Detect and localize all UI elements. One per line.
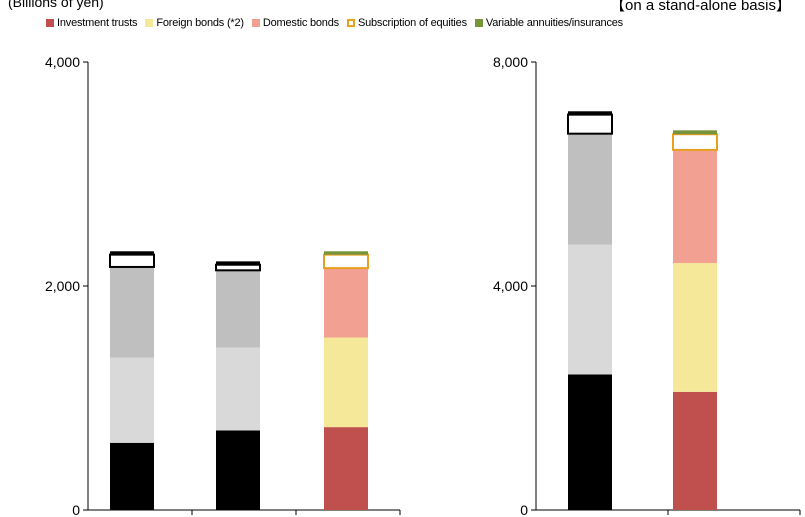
legend-label: Foreign bonds (*2) (156, 17, 244, 29)
legend-swatch (251, 19, 260, 27)
bar-segment (110, 442, 154, 510)
bar-segment (110, 266, 154, 358)
y-tick-label: 8,000 (493, 54, 528, 70)
bar-segment (215, 263, 261, 272)
basis-label: 【on a stand-alone basis】 (610, 0, 791, 14)
bar-segment (324, 251, 368, 255)
legend-label: Subscription of equities (357, 17, 467, 29)
bar-segment (216, 347, 260, 431)
bar-segment (673, 391, 717, 510)
y-tick-label: 0 (72, 502, 80, 517)
legend-swatch (474, 19, 483, 27)
bar-segment (110, 357, 154, 443)
bar-segment (673, 130, 717, 135)
unit-label: (Billions of yen) (8, 0, 104, 10)
y-tick-label: 2,000 (45, 278, 80, 294)
bar-segment (216, 261, 260, 265)
bar-segment (324, 427, 368, 510)
legend-swatch (46, 19, 54, 27)
bar-segment (672, 133, 718, 151)
bar-segment (568, 374, 612, 510)
bar-segment (567, 113, 613, 135)
bar-segment (673, 149, 717, 264)
legend-swatch (346, 19, 355, 27)
legend-item-investment-trusts: Investment trusts (46, 17, 138, 29)
y-tick-label: 0 (520, 502, 528, 517)
legend-swatch (145, 19, 154, 27)
legend-item-foreign-bonds: Foreign bonds (*2) (145, 17, 244, 29)
chart-legend: Investment trusts Foreign bonds (*2) Dom… (46, 17, 631, 29)
bar-segment (216, 430, 260, 510)
legend-label: Variable annuities/insurances (485, 17, 623, 29)
bar-segment (568, 133, 612, 245)
y-tick-label: 4,000 (45, 54, 80, 70)
bar-segment (110, 251, 154, 255)
legend-label: Domestic bonds (262, 17, 339, 29)
legend-item-subscription-of-equities: Subscription of equities (346, 17, 467, 29)
bar-segment (568, 244, 612, 375)
bar-segment (216, 270, 260, 348)
bar-segment (323, 253, 369, 270)
legend-item-variable-annuities: Variable annuities/insurances (474, 17, 623, 29)
y-tick-label: 4,000 (493, 278, 528, 294)
bar-segment (673, 263, 717, 392)
legend-label: Investment trusts (57, 17, 138, 29)
bar-segment (324, 337, 368, 428)
legend-item-domestic-bonds: Domestic bonds (251, 17, 339, 29)
bar-segment (568, 111, 612, 115)
bar-segment (109, 253, 155, 268)
bar-segment (324, 268, 368, 338)
